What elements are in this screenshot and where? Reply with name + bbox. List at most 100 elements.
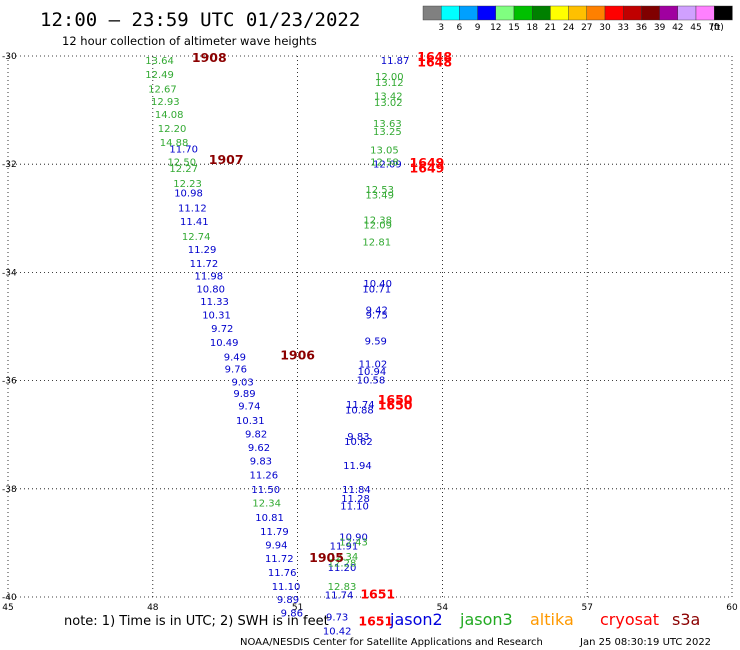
data-point-jason2: 9.75: [366, 311, 388, 322]
data-point-jason2: 10.81: [255, 513, 284, 524]
data-point-jason2: 10.42: [323, 627, 352, 638]
data-point-jason3: 12.81: [362, 238, 391, 249]
data-point-jason2: 11.33: [200, 297, 229, 308]
data-point-jason2: 11.94: [343, 461, 372, 472]
color-scale-swatch: [604, 5, 624, 21]
data-point-jason2: 9.89: [277, 595, 299, 606]
data-point-jason2: 11.84: [342, 485, 371, 496]
color-scale-swatch: [623, 5, 642, 21]
data-point-jason2: 9.89: [233, 389, 255, 400]
data-point-jason2: 10.88: [345, 405, 374, 416]
data-point-cryosat: 1649: [410, 155, 445, 170]
data-point-jason2: 11.12: [178, 203, 207, 214]
y-tick-label: -40: [2, 593, 17, 603]
data-point-jason2: 11.87: [381, 56, 410, 67]
data-point-jason2: 11.26: [249, 471, 278, 482]
color-scale-swatch: [513, 5, 533, 21]
x-tick-label: 57: [581, 603, 592, 613]
data-point-jason2: 9.59: [365, 337, 387, 348]
legend-altika: altika: [530, 610, 574, 629]
data-point-jason3: 13.02: [374, 98, 403, 109]
color-scale-label: 24: [563, 23, 575, 33]
data-point-jason2: 11.98: [194, 272, 223, 283]
y-tick-label: -36: [2, 377, 17, 387]
data-point-jason2: 9.83: [347, 432, 369, 443]
data-point-jason3: 12.00: [375, 72, 404, 83]
y-axis-ticks: -30 -32 -34 -36 -38 -40: [2, 52, 17, 603]
color-scale-label: 30: [599, 23, 611, 33]
legend-jason3: jason3: [459, 610, 513, 629]
data-point-jason2: 9.82: [245, 430, 267, 441]
x-axis-ticks: 45 48 51 54 57 60: [2, 603, 738, 613]
y-tick-label: -32: [2, 160, 17, 170]
data-point-jason3: 13.25: [373, 127, 402, 138]
color-scale-label: 39: [654, 23, 666, 33]
color-scale-swatch: [495, 5, 515, 21]
data-point-jason3: 12.83: [328, 582, 357, 593]
data-point-jason2: 9.94: [265, 541, 287, 552]
color-scale-label: 33: [617, 23, 628, 33]
data-point-jason2: 10.71: [362, 285, 391, 296]
data-point-jason2: 9.86: [281, 609, 303, 620]
color-scale-label: 9: [475, 23, 481, 33]
data-point-jason3: 12.50: [167, 157, 196, 168]
footer-credit: NOAA/NESDIS Center for Satellite Applica…: [240, 637, 543, 648]
data-point-jason3: 14.08: [155, 110, 184, 121]
data-point-jason2: 10.90: [339, 532, 368, 543]
data-point-jason2: 9.74: [238, 401, 260, 412]
legend-jason2: jason2: [389, 610, 443, 629]
data-point-jason2: 11.29: [188, 245, 217, 256]
data-points: 11.70 10.98 11.12 11.41 11.29 11.72 11.98 10.80…: [145, 49, 452, 637]
data-point-cryosat: 1651: [358, 613, 393, 628]
x-tick-label: 51: [292, 603, 303, 613]
data-point-jason2: 11.10: [340, 502, 369, 513]
color-scale-label: 15: [508, 23, 519, 33]
plot-grid: [7, 55, 733, 598]
data-point-cryosat: 1648: [417, 54, 452, 69]
data-point-jason2: 11.41: [180, 217, 209, 228]
data-point-cryosat: 1648: [417, 49, 452, 64]
data-point-jason2: 11.74: [325, 590, 354, 601]
data-point-jason2: 11.70: [169, 145, 198, 156]
color-scale-label: 27: [581, 23, 592, 33]
data-point-jason2: 10.31: [236, 416, 265, 427]
color-scale-label: 6: [457, 23, 463, 33]
color-scale-swatch: [568, 5, 587, 21]
data-point-s3a: 1905: [309, 550, 344, 565]
data-point-jason3: 12.38: [363, 215, 392, 226]
color-scale-swatch: [695, 5, 715, 21]
data-point-jason3: 12.27: [169, 164, 198, 175]
data-point-jason3: 12.23: [173, 179, 202, 190]
data-point-jason3: 13.63: [373, 119, 402, 130]
data-point-jason2: 9.03: [231, 378, 253, 389]
data-point-jason2: 11.72: [265, 554, 294, 565]
y-tick-label: -34: [2, 268, 17, 278]
color-scale-label: 3: [438, 23, 444, 33]
color-scale-label: 45: [690, 23, 701, 33]
color-scale-swatch: [422, 5, 442, 21]
data-point-jason3: 12.49: [145, 70, 174, 81]
data-point-jason2: 12.09: [373, 160, 402, 171]
data-point-cryosat: 1651: [360, 586, 395, 601]
data-point-jason2: 10.40: [363, 279, 392, 290]
data-point-jason2: 9.49: [224, 352, 246, 363]
data-point-jason2: 9.72: [211, 324, 233, 335]
chart-subtitle: 12 hour collection of altimeter wave hei…: [62, 34, 317, 48]
data-point-jason3: 13.12: [375, 78, 404, 89]
data-point-jason2: 9.42: [366, 306, 388, 317]
data-point-jason2: 11.50: [251, 485, 280, 496]
data-point-jason3: 12.20: [158, 124, 187, 135]
color-scale-label: 21: [545, 23, 556, 33]
data-point-jason2: 9.62: [248, 443, 270, 454]
data-point-s3a: 1908: [192, 50, 227, 65]
chart-title: 12:00 – 23:59 UTC 01/23/2022: [40, 9, 360, 31]
color-scale-legend: 3 6 9 12 15 18 21 24 27 30 33 36 39 42 45 70: [422, 5, 733, 33]
color-scale-swatch: [714, 5, 733, 21]
color-scale-swatch: [586, 5, 606, 21]
data-point-jason3: 12.43: [339, 537, 368, 548]
data-point-jason2: 9.76: [225, 365, 247, 376]
data-point-jason3: 13.49: [365, 190, 394, 201]
data-point-jason2: 10.49: [210, 338, 239, 349]
data-point-jason3: 13.42: [374, 91, 403, 102]
